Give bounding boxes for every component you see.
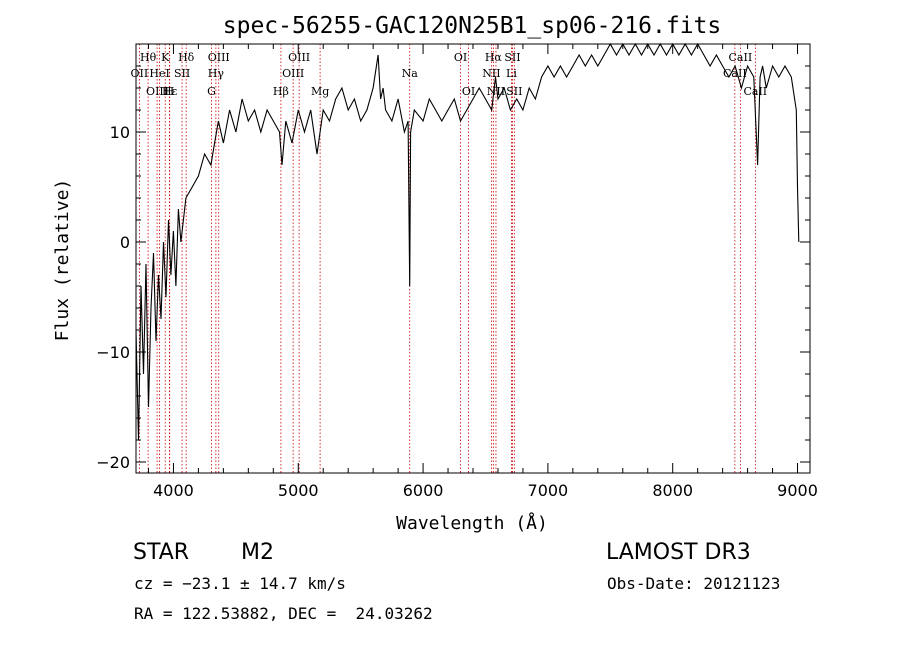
x-tick-label-2: 6000 (403, 481, 444, 500)
line-marker-label-16: Li (506, 67, 517, 80)
line-marker-label-0: Hθ (140, 51, 157, 64)
line-marker-label-2: Hδ (178, 51, 195, 64)
chart-title: spec-56255-GAC120N25B1_sp06-216.fits (223, 13, 722, 39)
line-marker-label-23: Mg (311, 85, 329, 98)
line-marker-label-4: OIII (288, 51, 310, 64)
plot-frame (135, 43, 811, 474)
line-marker-label-24: OI (462, 85, 475, 98)
y-tick-label-3: 10 (110, 123, 130, 142)
x-axis-label: Wavelength (Å) (396, 512, 548, 534)
line-marker-label-7: SII (504, 51, 520, 64)
survey-name: LAMOST DR3 (606, 540, 751, 565)
line-marker-label-3: OIII (208, 51, 230, 64)
spectral-line-markers (138, 44, 756, 473)
line-marker-label-11: SII (174, 67, 190, 80)
line-marker-label-6: Hα (485, 51, 503, 64)
line-marker-label-20: H (165, 85, 175, 98)
line-marker-label-1: K (161, 51, 170, 64)
y-tick-label-2: 0 (120, 233, 130, 252)
line-marker-label-19: Hε (162, 85, 178, 98)
x-tick-label-3: 7000 (528, 481, 569, 500)
line-marker-label-9: OII (131, 67, 149, 80)
line-marker-label-14: Na (402, 67, 419, 80)
x-axis: 4000 5000 6000 7000 8000 9000 (147, 44, 818, 500)
line-marker-label-21: G (207, 85, 216, 98)
line-marker-label-26: SII (506, 85, 522, 98)
object-subclass: M2 (241, 540, 274, 565)
line-marker-label-22: Hβ (273, 85, 289, 98)
line-marker-label-13: OIII (282, 67, 304, 80)
x-tick-label-4: 8000 (652, 481, 693, 500)
line-marker-label-18: OIII (146, 85, 168, 98)
flux-series-line (135, 42, 800, 441)
x-tick-label-0: 4000 (153, 481, 194, 500)
x-tick-label-1: 5000 (278, 481, 319, 500)
y-tick-label-1: −10 (96, 343, 130, 362)
line-marker-label-12: Hγ (208, 67, 225, 80)
object-class: STAR (133, 540, 190, 565)
y-axis-label: Flux (relative) (52, 179, 73, 342)
line-marker-label-27: CaII (743, 85, 767, 98)
line-marker-label-8: CaII (729, 51, 753, 64)
line-marker-label-5: OI (454, 51, 467, 64)
x-tick-label-5: 9000 (777, 481, 818, 500)
line-marker-label-10: HeI (149, 67, 169, 80)
y-axis: −20 −10 0 10 (96, 43, 810, 472)
redshift-readout: cz = −23.1 ± 14.7 km/s (134, 574, 346, 593)
coordinates-readout: RA = 122.53882, DEC = 24.03262 (134, 604, 433, 623)
y-tick-label-0: −20 (96, 453, 130, 472)
line-marker-label-15: NII (482, 67, 500, 80)
obs-date-readout: Obs-Date: 20121123 (607, 574, 781, 593)
